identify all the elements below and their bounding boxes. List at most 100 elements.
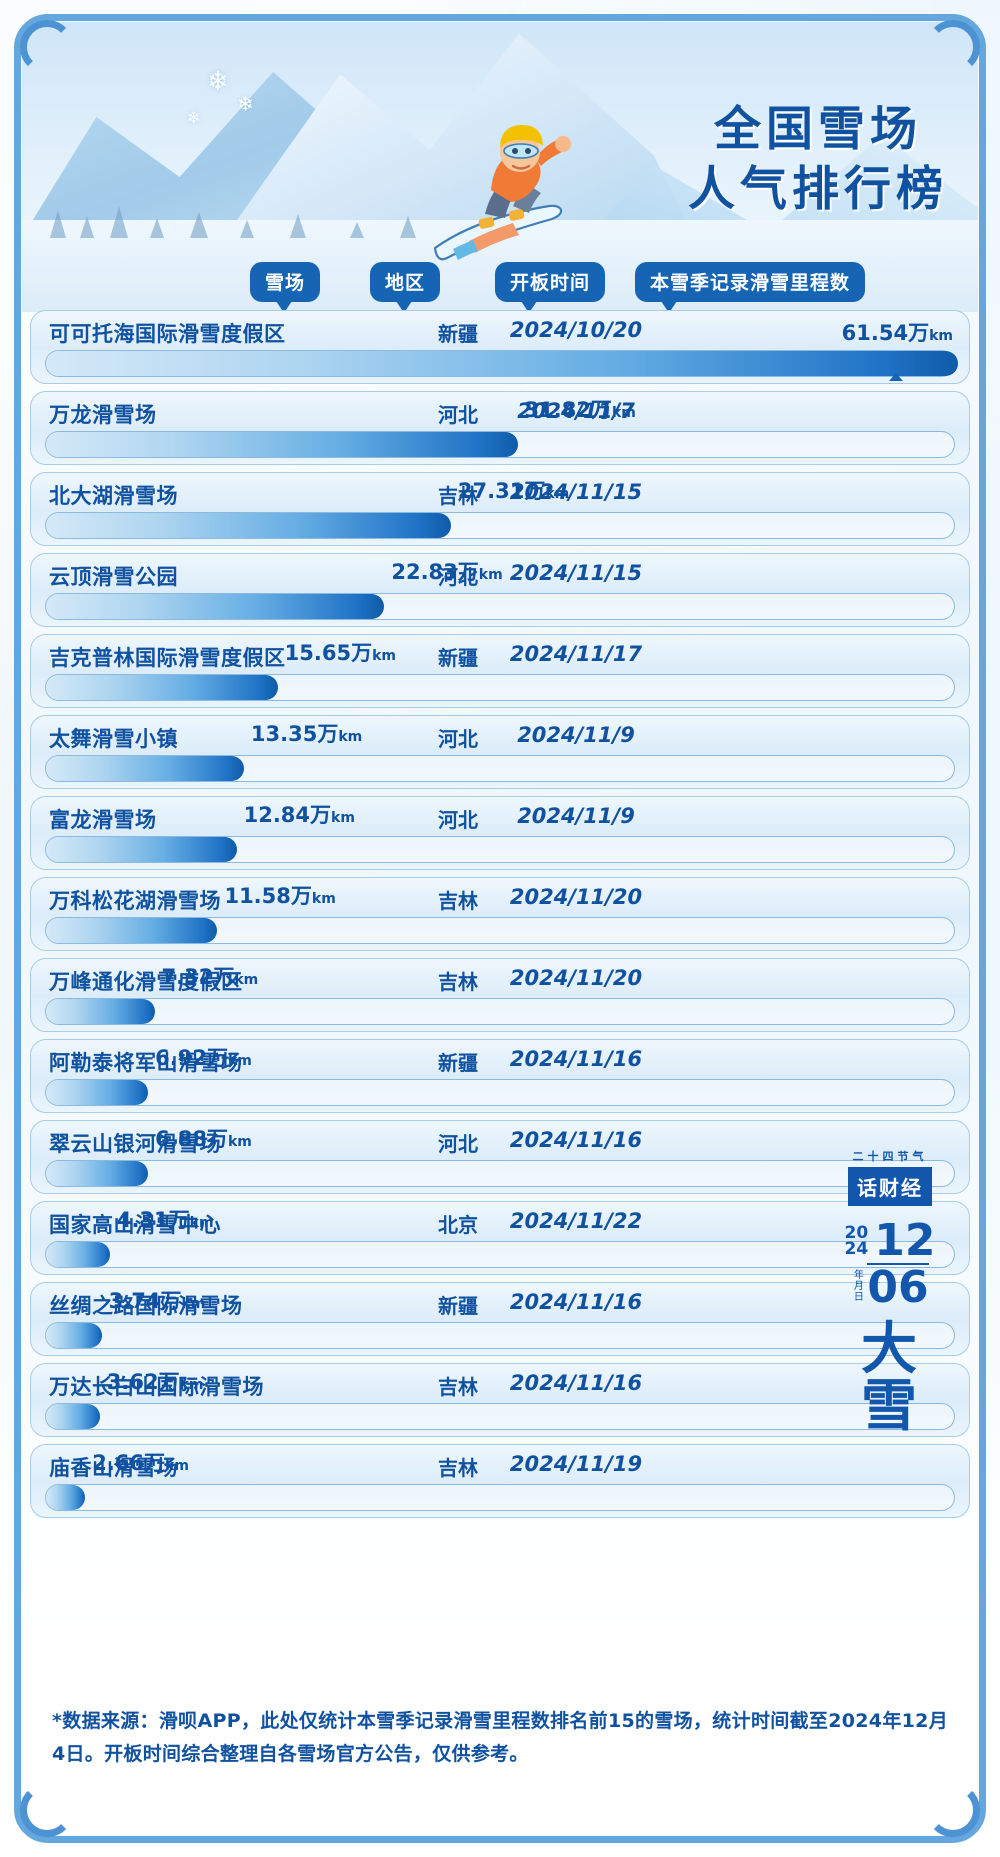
open-date: 2024/11/15 <box>509 561 643 585</box>
corner-ornament-bottom-left <box>20 1783 74 1837</box>
mileage-value: 6.88万km <box>155 1127 252 1151</box>
row-header: 北大湖滑雪场 吉林 2024/11/15 <box>31 473 969 510</box>
row-header: 万龙滑雪场 河北 2024/11/7 <box>31 392 969 429</box>
ranking-row[interactable]: 可可托海国际滑雪度假区 新疆 2024/10/20 61.54万km <box>30 310 970 384</box>
row-header: 翠云山银河滑雪场 河北 2024/11/16 <box>31 1121 969 1158</box>
resort-name: 可可托海国际滑雪度假区 <box>49 322 286 346</box>
ranking-row[interactable]: 丝绸之路国际滑雪场 新疆 2024/11/16 3.74万km <box>30 1282 970 1356</box>
resort-name: 吉克普林国际滑雪度假区 <box>49 646 286 670</box>
resort-name: 丝绸之路国际滑雪场 <box>49 1294 243 1318</box>
bar-track <box>45 755 955 782</box>
bar-fill <box>46 999 155 1024</box>
row-header: 万达长白山国际滑雪场 吉林 2024/11/16 <box>31 1364 969 1401</box>
bar-track <box>45 1322 955 1349</box>
column-header-4: 本雪季记录滑雪里程数 <box>634 262 866 313</box>
seal-month: 12 <box>874 1215 936 1266</box>
open-date: 2024/11/16 <box>509 1371 643 1395</box>
open-date: 2024/11/22 <box>509 1209 643 1233</box>
ranking-row[interactable]: 万科松花湖滑雪场 吉林 2024/11/20 11.58万km <box>30 877 970 951</box>
bar-fill <box>46 1485 86 1510</box>
open-date: 2024/11/7 <box>517 399 635 423</box>
open-date: 2024/11/16 <box>509 1290 643 1314</box>
row-header: 富龙滑雪场 河北 2024/11/9 <box>31 797 969 834</box>
mileage-value: 27.31万km <box>457 479 570 503</box>
resort-region: 新疆 <box>438 322 478 346</box>
ranking-list: 可可托海国际滑雪度假区 新疆 2024/10/20 61.54万km 万龙滑雪场 河北 20… <box>30 310 970 1525</box>
row-header: 阿勒泰将军山滑雪场 新疆 2024/11/16 <box>31 1040 969 1077</box>
bar-fill <box>46 513 451 538</box>
resort-region: 吉林 <box>438 484 478 508</box>
bar-track <box>45 1241 955 1268</box>
open-date: 2024/11/17 <box>509 642 643 666</box>
open-date: 2024/11/15 <box>509 480 643 504</box>
mileage-value: 11.58万km <box>224 884 336 908</box>
bar-track <box>45 674 955 701</box>
resort-name: 阿勒泰将军山滑雪场 <box>49 1051 243 1075</box>
ranking-row[interactable]: 吉克普林国际滑雪度假区 新疆 2024/11/17 15.65万km <box>30 634 970 708</box>
column-header-1: 雪场 <box>249 262 321 313</box>
bar-fill <box>46 1080 149 1105</box>
row-header: 万峰通化滑雪度假区 吉林 2024/11/20 <box>31 959 969 996</box>
ranking-row[interactable]: 阿勒泰将军山滑雪场 新疆 2024/11/16 6.92万km <box>30 1039 970 1113</box>
resort-region: 新疆 <box>438 1294 478 1318</box>
ranking-row[interactable]: 太舞滑雪小镇 河北 2024/11/9 13.35万km <box>30 715 970 789</box>
mileage-value: 3.74万km <box>108 1289 206 1313</box>
resort-region: 新疆 <box>438 1051 478 1075</box>
column-header-2: 地区 <box>369 262 441 313</box>
bar-track <box>45 836 955 863</box>
bar-fill <box>46 594 385 619</box>
mileage-value: 3.62万km <box>106 1370 204 1394</box>
mileage-value: 31.82万km <box>524 398 636 422</box>
resort-name: 万达长白山国际滑雪场 <box>49 1375 264 1399</box>
seal-day-wrap: 年月日 06 <box>836 1261 944 1313</box>
resort-region: 河北 <box>438 808 478 832</box>
ranking-row[interactable]: 万龙滑雪场 河北 2024/11/7 31.82万km <box>30 391 970 465</box>
seal-brand-logo: 话财经 <box>848 1167 932 1206</box>
page-title: 全国雪场 人气排行榜 <box>688 100 948 220</box>
bar-fill <box>46 837 237 862</box>
ranking-row[interactable]: 万峰通化滑雪度假区 吉林 2024/11/20 7.32万km <box>30 958 970 1032</box>
bar-track <box>45 1403 955 1430</box>
resort-region: 吉林 <box>438 889 478 913</box>
seal-solar-term: 大雪 <box>861 1317 919 1440</box>
row-header: 庙香山滑雪场 吉林 2024/11/19 <box>31 1445 969 1482</box>
mileage-value: 15.65万km <box>284 641 396 665</box>
bar-track <box>45 1160 955 1187</box>
ranking-row[interactable]: 万达长白山国际滑雪场 吉林 2024/11/16 3.62万km <box>30 1363 970 1437</box>
resort-name: 北大湖滑雪场 <box>49 484 178 508</box>
bar-track <box>45 593 955 620</box>
page-title-line2: 人气排行榜 <box>688 162 948 218</box>
resort-region: 吉林 <box>438 1456 478 1480</box>
row-header: 云顶滑雪公园 河北 2024/11/15 <box>31 554 969 591</box>
bar-track <box>45 998 955 1025</box>
resort-name: 万科松花湖滑雪场 <box>49 889 221 913</box>
resort-name: 庙香山滑雪场 <box>49 1456 178 1480</box>
bar-fill <box>46 1242 110 1267</box>
mileage-value: 7.32万km <box>161 965 259 989</box>
resort-region: 河北 <box>438 565 478 589</box>
ranking-row[interactable]: 北大湖滑雪场 吉林 2024/11/15 27.31万km <box>30 472 970 546</box>
page-title-line1: 全国雪场 <box>714 102 922 157</box>
resort-name: 云顶滑雪公园 <box>49 565 178 589</box>
ranking-row[interactable]: 翠云山银河滑雪场 河北 2024/11/16 6.88万km <box>30 1120 970 1194</box>
row-header: 万科松花湖滑雪场 吉林 2024/11/20 <box>31 878 969 915</box>
ranking-row[interactable]: 富龙滑雪场 河北 2024/11/9 12.84万km <box>30 796 970 870</box>
mileage-value: 12.84万km <box>243 803 355 827</box>
resort-region: 河北 <box>438 727 478 751</box>
row-header: 国家高山滑雪中心 北京 2024/11/22 <box>31 1202 969 1239</box>
mileage-value: 6.92万km <box>155 1046 252 1070</box>
bar-track <box>45 917 955 944</box>
bar-fill <box>46 1161 149 1186</box>
snowboarder-illustration <box>433 124 571 261</box>
mileage-value: 4.31万km <box>116 1208 214 1232</box>
bar-fill <box>46 432 518 457</box>
ranking-row[interactable]: 云顶滑雪公园 河北 2024/11/15 22.83万km <box>30 553 970 627</box>
ranking-row[interactable]: 庙香山滑雪场 吉林 2024/11/19 2.66万km <box>30 1444 970 1518</box>
bar-track <box>45 1484 955 1511</box>
seal-year: 20 24 <box>844 1223 869 1260</box>
seal-day: 06 <box>867 1261 929 1313</box>
ranking-row[interactable]: 国家高山滑雪中心 北京 2024/11/22 4.31万km <box>30 1201 970 1275</box>
footnote: *数据来源：滑呗APP，此处仅统计本雪季记录滑雪里程数排名前15的雪场，统计时间… <box>52 1710 948 1765</box>
snowflake-icon: ❄ <box>187 110 201 127</box>
